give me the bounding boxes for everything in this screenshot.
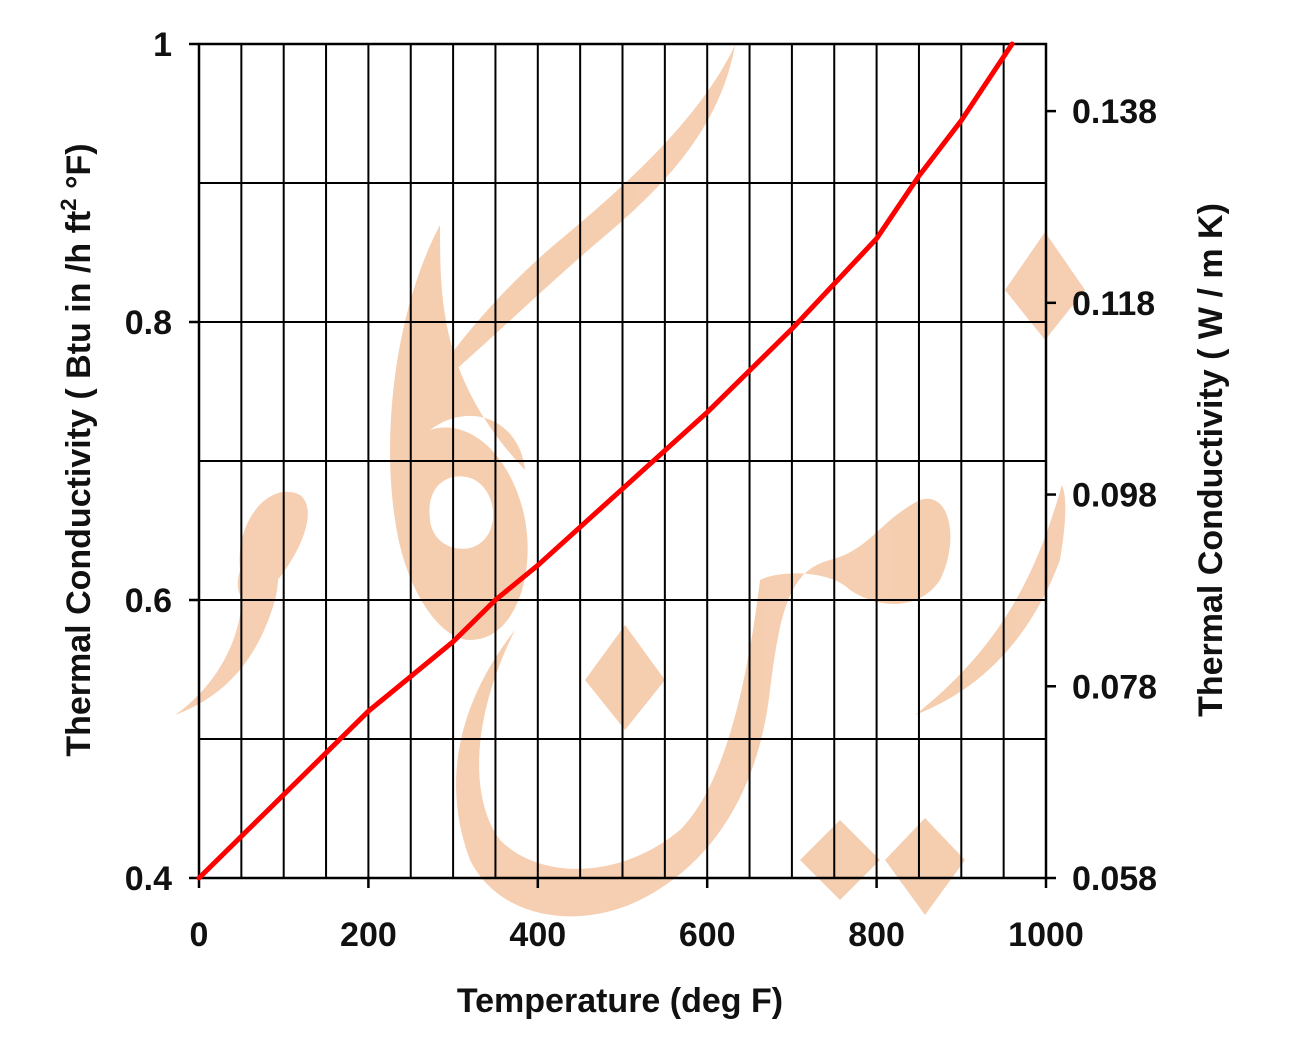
x-tick-label: 800: [848, 916, 905, 954]
x-tick-label: 1000: [1008, 916, 1084, 954]
x-tick-label: 200: [340, 916, 397, 954]
y-tick-label: 1: [153, 26, 172, 64]
y2-tick-label: 0.138: [1072, 93, 1157, 131]
y2-tick-label: 0.118: [1072, 285, 1155, 323]
y-tick-label: 0.4: [125, 860, 172, 898]
y-axis-title-main: Thermal Conductivity ( Btu in /h ft: [60, 211, 98, 757]
x-tick-labels: 0 200 400 600 800 1000: [190, 916, 1084, 954]
y2-tick-label: 0.058: [1072, 860, 1157, 898]
y-tick-labels: 0.4 0.6 0.8 1: [125, 26, 172, 898]
x-axis-title: Temperature (deg F): [457, 982, 783, 1020]
series-line: [196, 41, 1015, 881]
x-tick-label: 0: [190, 916, 209, 954]
y-tick-label: 0.8: [125, 304, 172, 342]
y2-tick-label: 0.078: [1072, 668, 1157, 706]
y2-tick-labels: 0.058 0.078 0.098 0.118 0.138: [1072, 93, 1157, 898]
watermark: [175, 45, 1085, 917]
y-axis-title: Thermal Conductivity ( Btu in /h ft2 °F): [56, 143, 98, 756]
y-axis-title-end: °F): [60, 143, 98, 198]
x-tick-label: 600: [679, 916, 736, 954]
series-group: [196, 41, 1015, 881]
grid: [199, 44, 1046, 878]
y2-axis-title: Thermal Conductivity ( W / m K): [1192, 203, 1230, 717]
x-tick-label: 400: [509, 916, 566, 954]
plot-area-frame: [197, 42, 1048, 880]
y-tick-label: 0.6: [125, 582, 172, 620]
y2-tick-label: 0.098: [1072, 477, 1157, 515]
y-axis-title-superscript: 2: [56, 199, 81, 211]
right-axis-ticks: [189, 42, 1056, 888]
